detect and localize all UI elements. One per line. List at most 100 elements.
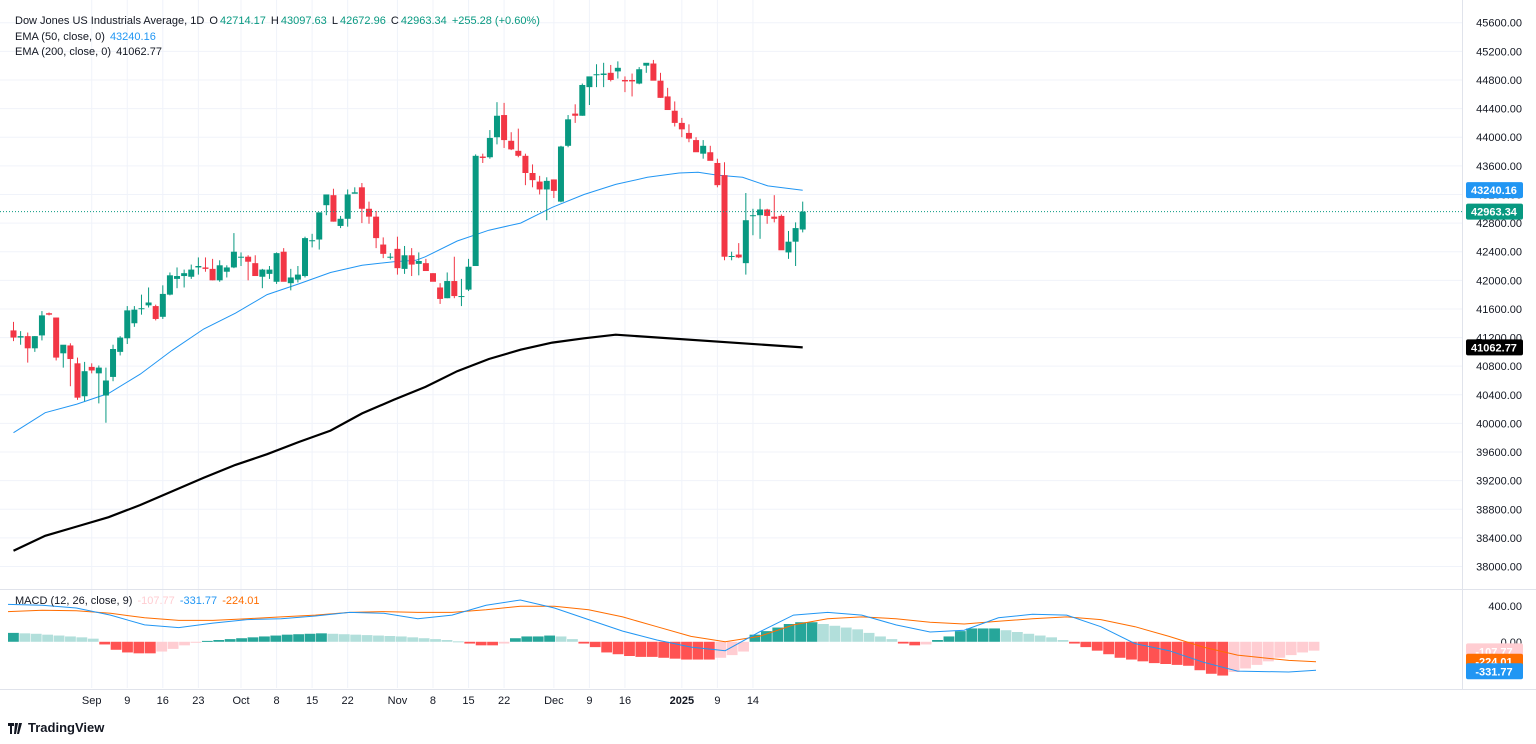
time-tick-label: Nov <box>388 695 408 707</box>
candle-body <box>302 238 309 277</box>
candle-body <box>88 366 95 371</box>
ema50-price-label: 43240.16 <box>1471 185 1517 197</box>
macd-histogram-bar <box>863 632 875 642</box>
macd-histogram-bar <box>772 627 784 642</box>
macd-histogram-bar <box>681 641 692 660</box>
macd-histogram-bar <box>646 641 658 657</box>
macd-histogram-bar <box>167 641 179 649</box>
time-tick-label: 22 <box>342 695 354 707</box>
time-tick-label: Dec <box>544 695 564 707</box>
price-tick-label: 40800.00 <box>1476 361 1522 373</box>
logo-text: TradingView <box>28 720 105 735</box>
macd-histogram-bar <box>144 641 156 654</box>
macd-histogram-bar <box>612 641 624 655</box>
macd-hist-value: -107.77 <box>137 595 175 607</box>
candle-body <box>579 84 586 116</box>
tradingview-logo[interactable]: TradingView <box>8 720 104 735</box>
macd-histogram-bar <box>795 622 807 642</box>
price-labels: 43240.1642963.3441062.77-107.77-224.01-3… <box>1466 182 1523 680</box>
candle-body <box>401 255 408 269</box>
macd-histogram-bar <box>281 634 293 642</box>
candle-body <box>216 265 223 281</box>
candle-body <box>394 248 401 269</box>
ema200-legend[interactable]: EMA (200, close, 0) 41062.77 <box>15 46 164 59</box>
macd-histogram-bar <box>201 640 213 642</box>
open-label: O <box>209 15 218 27</box>
macd-histogram-bar <box>943 636 955 642</box>
candle-body <box>465 266 472 290</box>
candle-body <box>46 313 53 315</box>
macd-histogram-bar <box>464 641 476 644</box>
candle-body <box>522 155 529 173</box>
macd-price-label-box <box>1466 663 1523 680</box>
candle-body <box>31 336 38 349</box>
candle-body <box>81 371 88 397</box>
time-tick-label: Sep <box>82 695 102 707</box>
macd-histogram-bar <box>738 641 749 652</box>
candle-body <box>501 115 508 141</box>
macd-histogram-bar <box>509 638 521 642</box>
candle-body <box>316 212 323 240</box>
macd-line <box>7 599 1317 673</box>
candle-body <box>700 145 707 154</box>
macd-histogram-bar <box>452 641 464 643</box>
macd-price-label: -331.77 <box>1475 666 1512 678</box>
candle-body <box>565 119 572 146</box>
macd-histogram-bar <box>1069 641 1080 644</box>
price-tick-label: 38000.00 <box>1476 562 1522 574</box>
candle-body <box>174 276 181 279</box>
candle-body <box>74 363 81 398</box>
macd-histogram-bar <box>1046 637 1057 642</box>
candle-body <box>366 208 372 217</box>
candle-body <box>493 115 500 138</box>
time-tick-label: 8 <box>274 695 280 707</box>
candle-body <box>24 336 31 349</box>
macd-histogram-bar <box>1114 641 1126 658</box>
macd-histogram-bar <box>578 641 590 644</box>
candle-body <box>643 62 650 66</box>
candle-body <box>145 302 152 306</box>
ema50-legend[interactable]: EMA (50, close, 0) 43240.16 <box>15 31 158 44</box>
candle-body <box>650 63 657 81</box>
macd-histogram-bar <box>190 641 202 643</box>
candle-body <box>437 287 444 299</box>
macd-signal-value: -224.01 <box>222 595 260 607</box>
low-label: L <box>331 15 338 27</box>
time-tick-label: 23 <box>192 695 204 707</box>
macd-histogram-bar <box>1023 633 1035 642</box>
candle-body <box>707 152 714 161</box>
macd-histogram-bar <box>977 628 989 642</box>
macd-histogram-bar <box>897 641 909 644</box>
candle-body <box>294 274 301 280</box>
candle-body <box>714 162 721 186</box>
candle-body <box>785 241 792 253</box>
macd-histogram-bar <box>544 635 556 642</box>
symbol-title[interactable]: Dow Jones US Industrials Average, 1D <box>15 15 205 27</box>
price-tick-label: 39200.00 <box>1476 476 1522 488</box>
macd-histogram-bar <box>179 641 190 646</box>
candle-body <box>131 309 138 324</box>
macd-histogram-bar <box>760 631 772 642</box>
candle-body <box>415 261 422 264</box>
macd-histogram-bar <box>19 633 31 642</box>
candle-body <box>152 306 159 319</box>
macd-histogram-bar <box>87 638 99 642</box>
macd-histogram-bar <box>395 636 407 642</box>
candle-body <box>138 308 145 310</box>
candle-body <box>67 345 74 360</box>
macd-histogram-bar <box>703 641 715 660</box>
macd-histogram-bar <box>726 641 738 656</box>
candle-body <box>351 192 358 194</box>
macd-value: -331.77 <box>179 595 218 607</box>
price-tick-label: 42400.00 <box>1476 247 1522 259</box>
time-tick-label: 9 <box>586 695 592 707</box>
macd-histogram-bar <box>669 641 681 659</box>
candle-body <box>508 140 515 150</box>
macd-histogram-bar <box>1262 641 1274 662</box>
macd-histogram-bar <box>133 641 145 654</box>
macd-legend[interactable]: MACD (12, 26, close, 9) -107.77 -331.77 … <box>15 595 262 608</box>
macd-histogram-bar <box>875 636 886 642</box>
time-tick-label: 9 <box>124 695 130 707</box>
candle-body <box>387 256 394 258</box>
